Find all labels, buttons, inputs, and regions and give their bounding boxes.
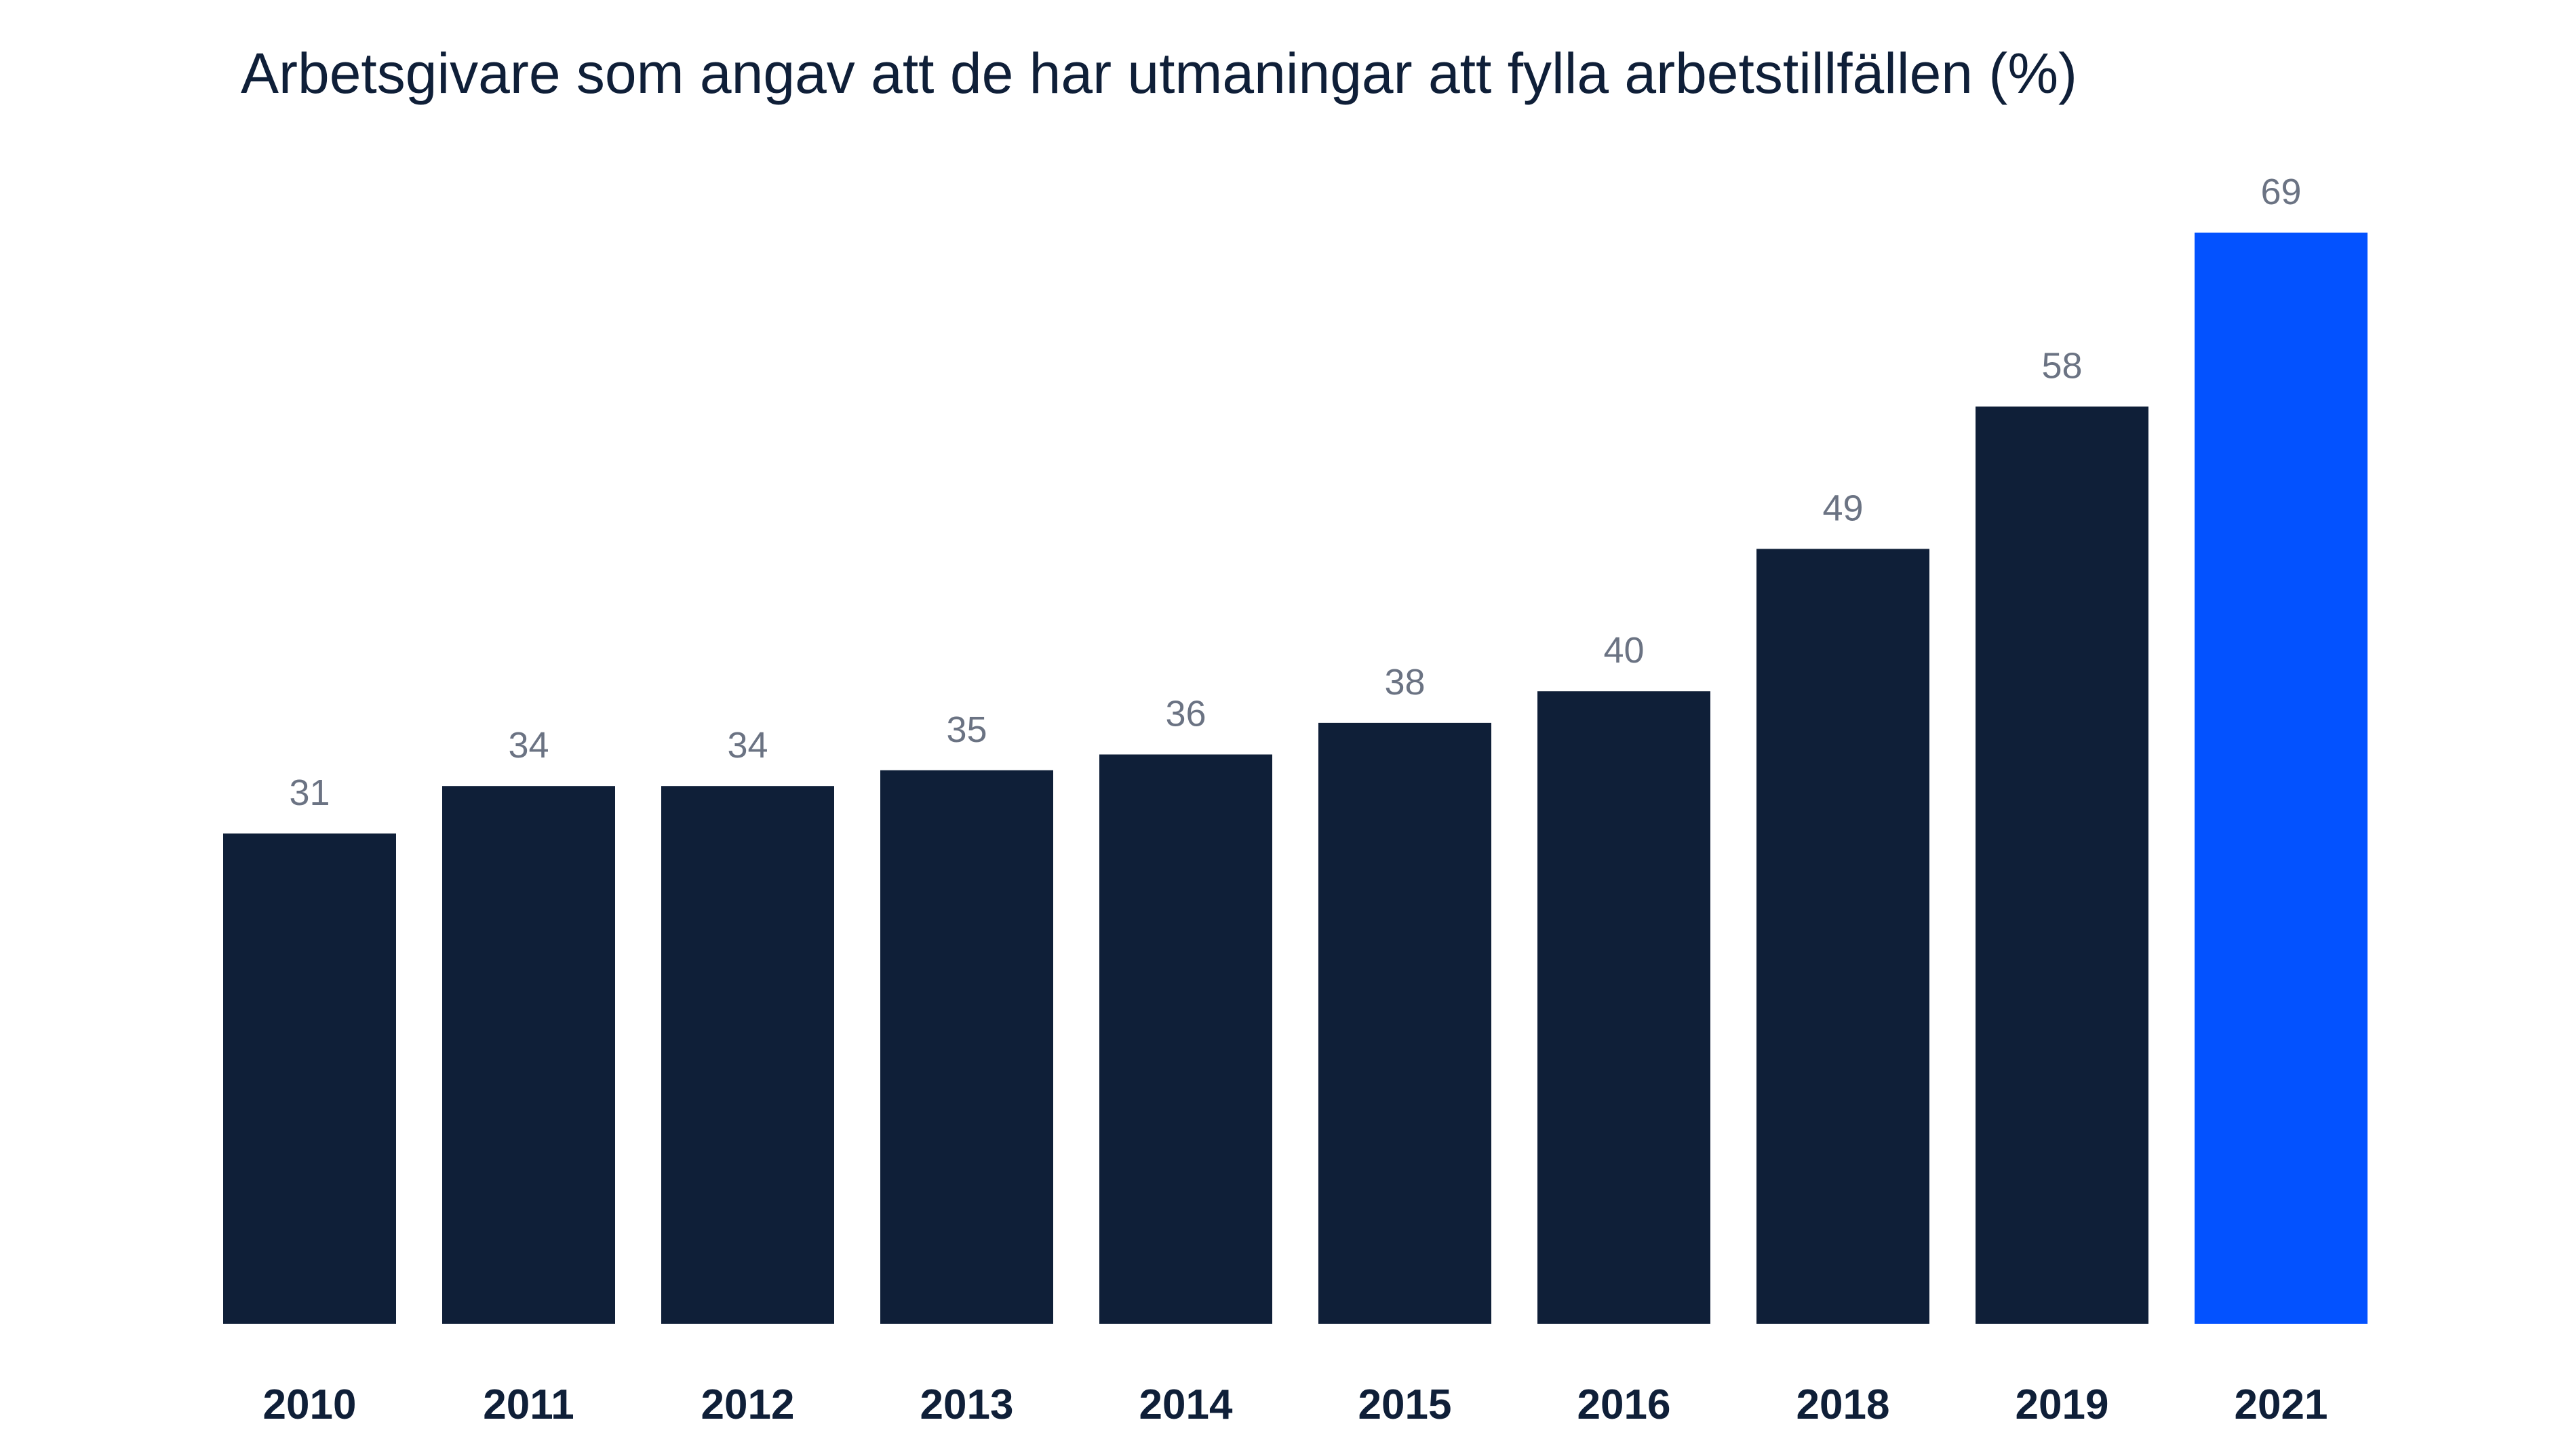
bar-2013 (880, 770, 1053, 1324)
value-label-2019: 58 (2041, 346, 2082, 387)
bar-2016 (1537, 691, 1710, 1324)
value-label-2016: 40 (1603, 630, 1644, 671)
bar-2012 (661, 786, 834, 1324)
chart-title: Arbetsgivare som angav att de har utmani… (241, 41, 2077, 105)
value-label-2012: 34 (727, 725, 768, 766)
value-label-2011: 34 (508, 725, 549, 766)
value-label-2010: 31 (289, 772, 330, 813)
category-label-2010: 2010 (263, 1381, 357, 1428)
bar-2014 (1099, 754, 1272, 1324)
bar-2019 (1976, 406, 2148, 1324)
category-labels-group: 2010 2011 2012 2013 2014 2015 2016 2018 2019 2021 (263, 1381, 2328, 1428)
category-label-2021: 2021 (2235, 1381, 2328, 1428)
category-label-2018: 2018 (1796, 1381, 1890, 1428)
value-label-2021: 69 (2260, 172, 2301, 212)
bar-2018 (1756, 549, 1929, 1324)
bars-group (223, 233, 2368, 1324)
category-label-2012: 2012 (701, 1381, 795, 1428)
category-label-2013: 2013 (920, 1381, 1014, 1428)
bar-2021 (2195, 233, 2368, 1324)
value-label-2014: 36 (1165, 694, 1206, 734)
category-label-2011: 2011 (483, 1381, 574, 1428)
bar-2015 (1318, 722, 1491, 1324)
bar-2011 (442, 786, 615, 1324)
category-label-2019: 2019 (2016, 1381, 2109, 1428)
value-labels-group: 31 34 34 35 36 38 40 49 58 69 (289, 172, 2301, 813)
category-label-2016: 2016 (1577, 1381, 1671, 1428)
value-label-2018: 49 (1822, 488, 1863, 528)
value-label-2015: 38 (1384, 662, 1425, 703)
category-label-2014: 2014 (1139, 1381, 1233, 1428)
bar-2010 (223, 833, 396, 1324)
value-label-2013: 35 (946, 709, 987, 750)
category-label-2015: 2015 (1358, 1381, 1452, 1428)
